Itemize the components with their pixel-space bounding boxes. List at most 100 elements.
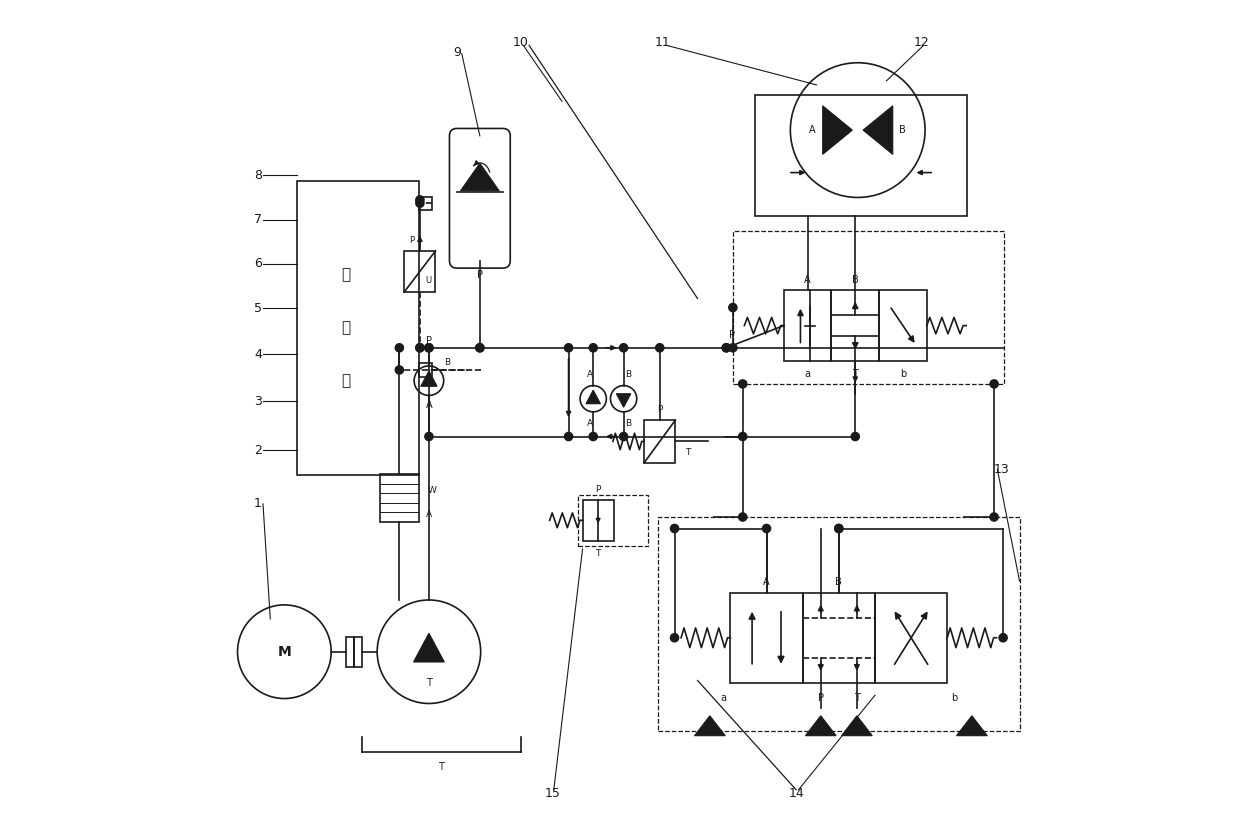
Bar — [582, 500, 613, 541]
Circle shape — [670, 633, 679, 642]
Circle shape — [851, 433, 860, 441]
Text: 5: 5 — [254, 302, 263, 315]
Text: P: P — [410, 236, 415, 245]
Text: A: A — [587, 370, 593, 379]
Bar — [731, 593, 803, 683]
Circle shape — [655, 344, 664, 352]
Bar — [354, 637, 362, 667]
Text: b: b — [900, 369, 906, 379]
Bar — [297, 181, 419, 475]
Text: 2: 2 — [254, 444, 261, 457]
Text: 14: 14 — [788, 786, 804, 800]
Circle shape — [738, 513, 747, 521]
Text: A: A — [804, 275, 810, 285]
Circle shape — [425, 344, 434, 352]
Text: P: P — [596, 485, 601, 494]
Polygon shape — [414, 633, 445, 662]
Text: A: A — [809, 125, 817, 135]
Polygon shape — [616, 394, 631, 407]
Text: 11: 11 — [654, 36, 670, 49]
Circle shape — [565, 344, 572, 352]
Polygon shape — [864, 106, 893, 155]
Circle shape — [395, 366, 404, 374]
Bar — [404, 251, 435, 292]
Polygon shape — [805, 716, 836, 736]
Text: P: P — [818, 693, 824, 703]
Text: 制: 制 — [342, 321, 351, 336]
Text: A: A — [587, 418, 593, 428]
Circle shape — [999, 633, 1007, 642]
Bar — [732, 231, 1004, 384]
Polygon shape — [823, 106, 852, 155]
Text: P: P — [657, 405, 663, 414]
Text: 3: 3 — [254, 394, 261, 408]
Text: 12: 12 — [914, 36, 929, 49]
Circle shape — [722, 344, 731, 352]
Bar — [875, 593, 948, 683]
Circle shape — [416, 344, 424, 352]
Text: P: P — [426, 337, 432, 347]
Circle shape — [416, 196, 424, 204]
Text: 8: 8 — [254, 169, 263, 182]
Text: 7: 7 — [254, 213, 263, 226]
Text: A: A — [426, 400, 432, 410]
Bar — [346, 637, 354, 667]
Text: P: P — [477, 270, 483, 280]
Polygon shape — [421, 371, 437, 386]
Text: B: B — [835, 577, 843, 587]
Text: 13: 13 — [994, 463, 1010, 476]
Bar — [419, 363, 432, 376]
Polygon shape — [586, 390, 601, 404]
Bar — [880, 290, 927, 361]
Bar — [784, 290, 831, 361]
Text: T: T — [439, 762, 445, 772]
Bar — [644, 420, 675, 463]
Circle shape — [476, 344, 484, 352]
Circle shape — [990, 380, 999, 388]
Circle shape — [729, 304, 737, 312]
Text: 15: 15 — [544, 786, 560, 800]
Text: 9: 9 — [453, 45, 462, 59]
Text: T: T — [685, 447, 690, 457]
Bar — [755, 95, 966, 217]
Text: b: b — [952, 693, 958, 703]
FancyBboxPatch shape — [450, 128, 510, 268]
Circle shape — [722, 344, 731, 352]
Polygon shape — [461, 163, 499, 191]
Circle shape — [738, 380, 747, 388]
Circle shape — [835, 524, 843, 533]
Text: T: T — [596, 548, 601, 557]
Text: A: A — [763, 577, 769, 587]
Bar — [419, 197, 432, 210]
Circle shape — [425, 344, 434, 352]
Text: U: U — [425, 276, 431, 285]
Bar — [803, 593, 875, 683]
Circle shape — [990, 513, 999, 521]
Circle shape — [620, 433, 628, 441]
Circle shape — [395, 344, 404, 352]
Text: 控: 控 — [342, 268, 351, 283]
Text: W: W — [427, 486, 436, 495]
Circle shape — [589, 344, 597, 352]
Bar — [577, 495, 648, 546]
Text: T: T — [426, 678, 432, 688]
Text: B: B — [900, 125, 906, 135]
Circle shape — [476, 344, 484, 352]
Circle shape — [835, 524, 843, 533]
Bar — [658, 517, 1020, 730]
Circle shape — [762, 524, 771, 533]
Bar — [831, 290, 880, 361]
Text: M: M — [278, 645, 291, 659]
Circle shape — [589, 433, 597, 441]
Text: B: B — [444, 358, 450, 367]
Text: 6: 6 — [254, 257, 261, 270]
Circle shape — [416, 199, 424, 208]
Text: A: A — [426, 510, 431, 519]
Circle shape — [738, 433, 747, 441]
Text: a: a — [720, 693, 726, 703]
Text: 4: 4 — [254, 348, 261, 361]
Circle shape — [670, 524, 679, 533]
Polygon shape — [957, 716, 987, 736]
Circle shape — [620, 344, 628, 352]
Text: P: P — [729, 331, 735, 341]
